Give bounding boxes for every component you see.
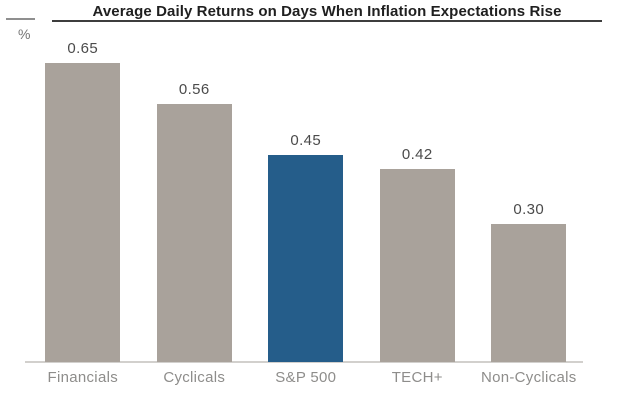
- category-label-financials: Financials: [47, 369, 119, 386]
- chart-title: Average Daily Returns on Days When Infla…: [92, 3, 562, 20]
- bar-tech: [379, 169, 455, 362]
- bar-non-cyclicals: [491, 224, 567, 362]
- value-label-tech: 0.42: [401, 146, 433, 163]
- value-label-s-p-500: 0.45: [290, 132, 322, 149]
- category-label-non-cyclicals: Non-Cyclicals: [480, 369, 577, 386]
- value-label-financials: 0.65: [67, 40, 99, 57]
- bar-cyclicals: [156, 104, 232, 362]
- category-label-s-p-500: S&P 500: [275, 369, 337, 386]
- bar-financials: [45, 63, 121, 362]
- value-label-non-cyclicals: 0.30: [513, 201, 545, 218]
- category-label-tech: TECH+: [391, 369, 443, 386]
- chart-header: Average Daily Returns on Days When Infla…: [52, 0, 602, 22]
- value-label-cyclicals: 0.56: [178, 81, 210, 98]
- y-axis-unit-label: %: [18, 26, 31, 42]
- bar-s-p-500: [268, 155, 344, 362]
- x-axis-line: [25, 361, 583, 363]
- category-label-cyclicals: Cyclicals: [163, 369, 226, 386]
- y-axis-top-tick: [6, 18, 35, 20]
